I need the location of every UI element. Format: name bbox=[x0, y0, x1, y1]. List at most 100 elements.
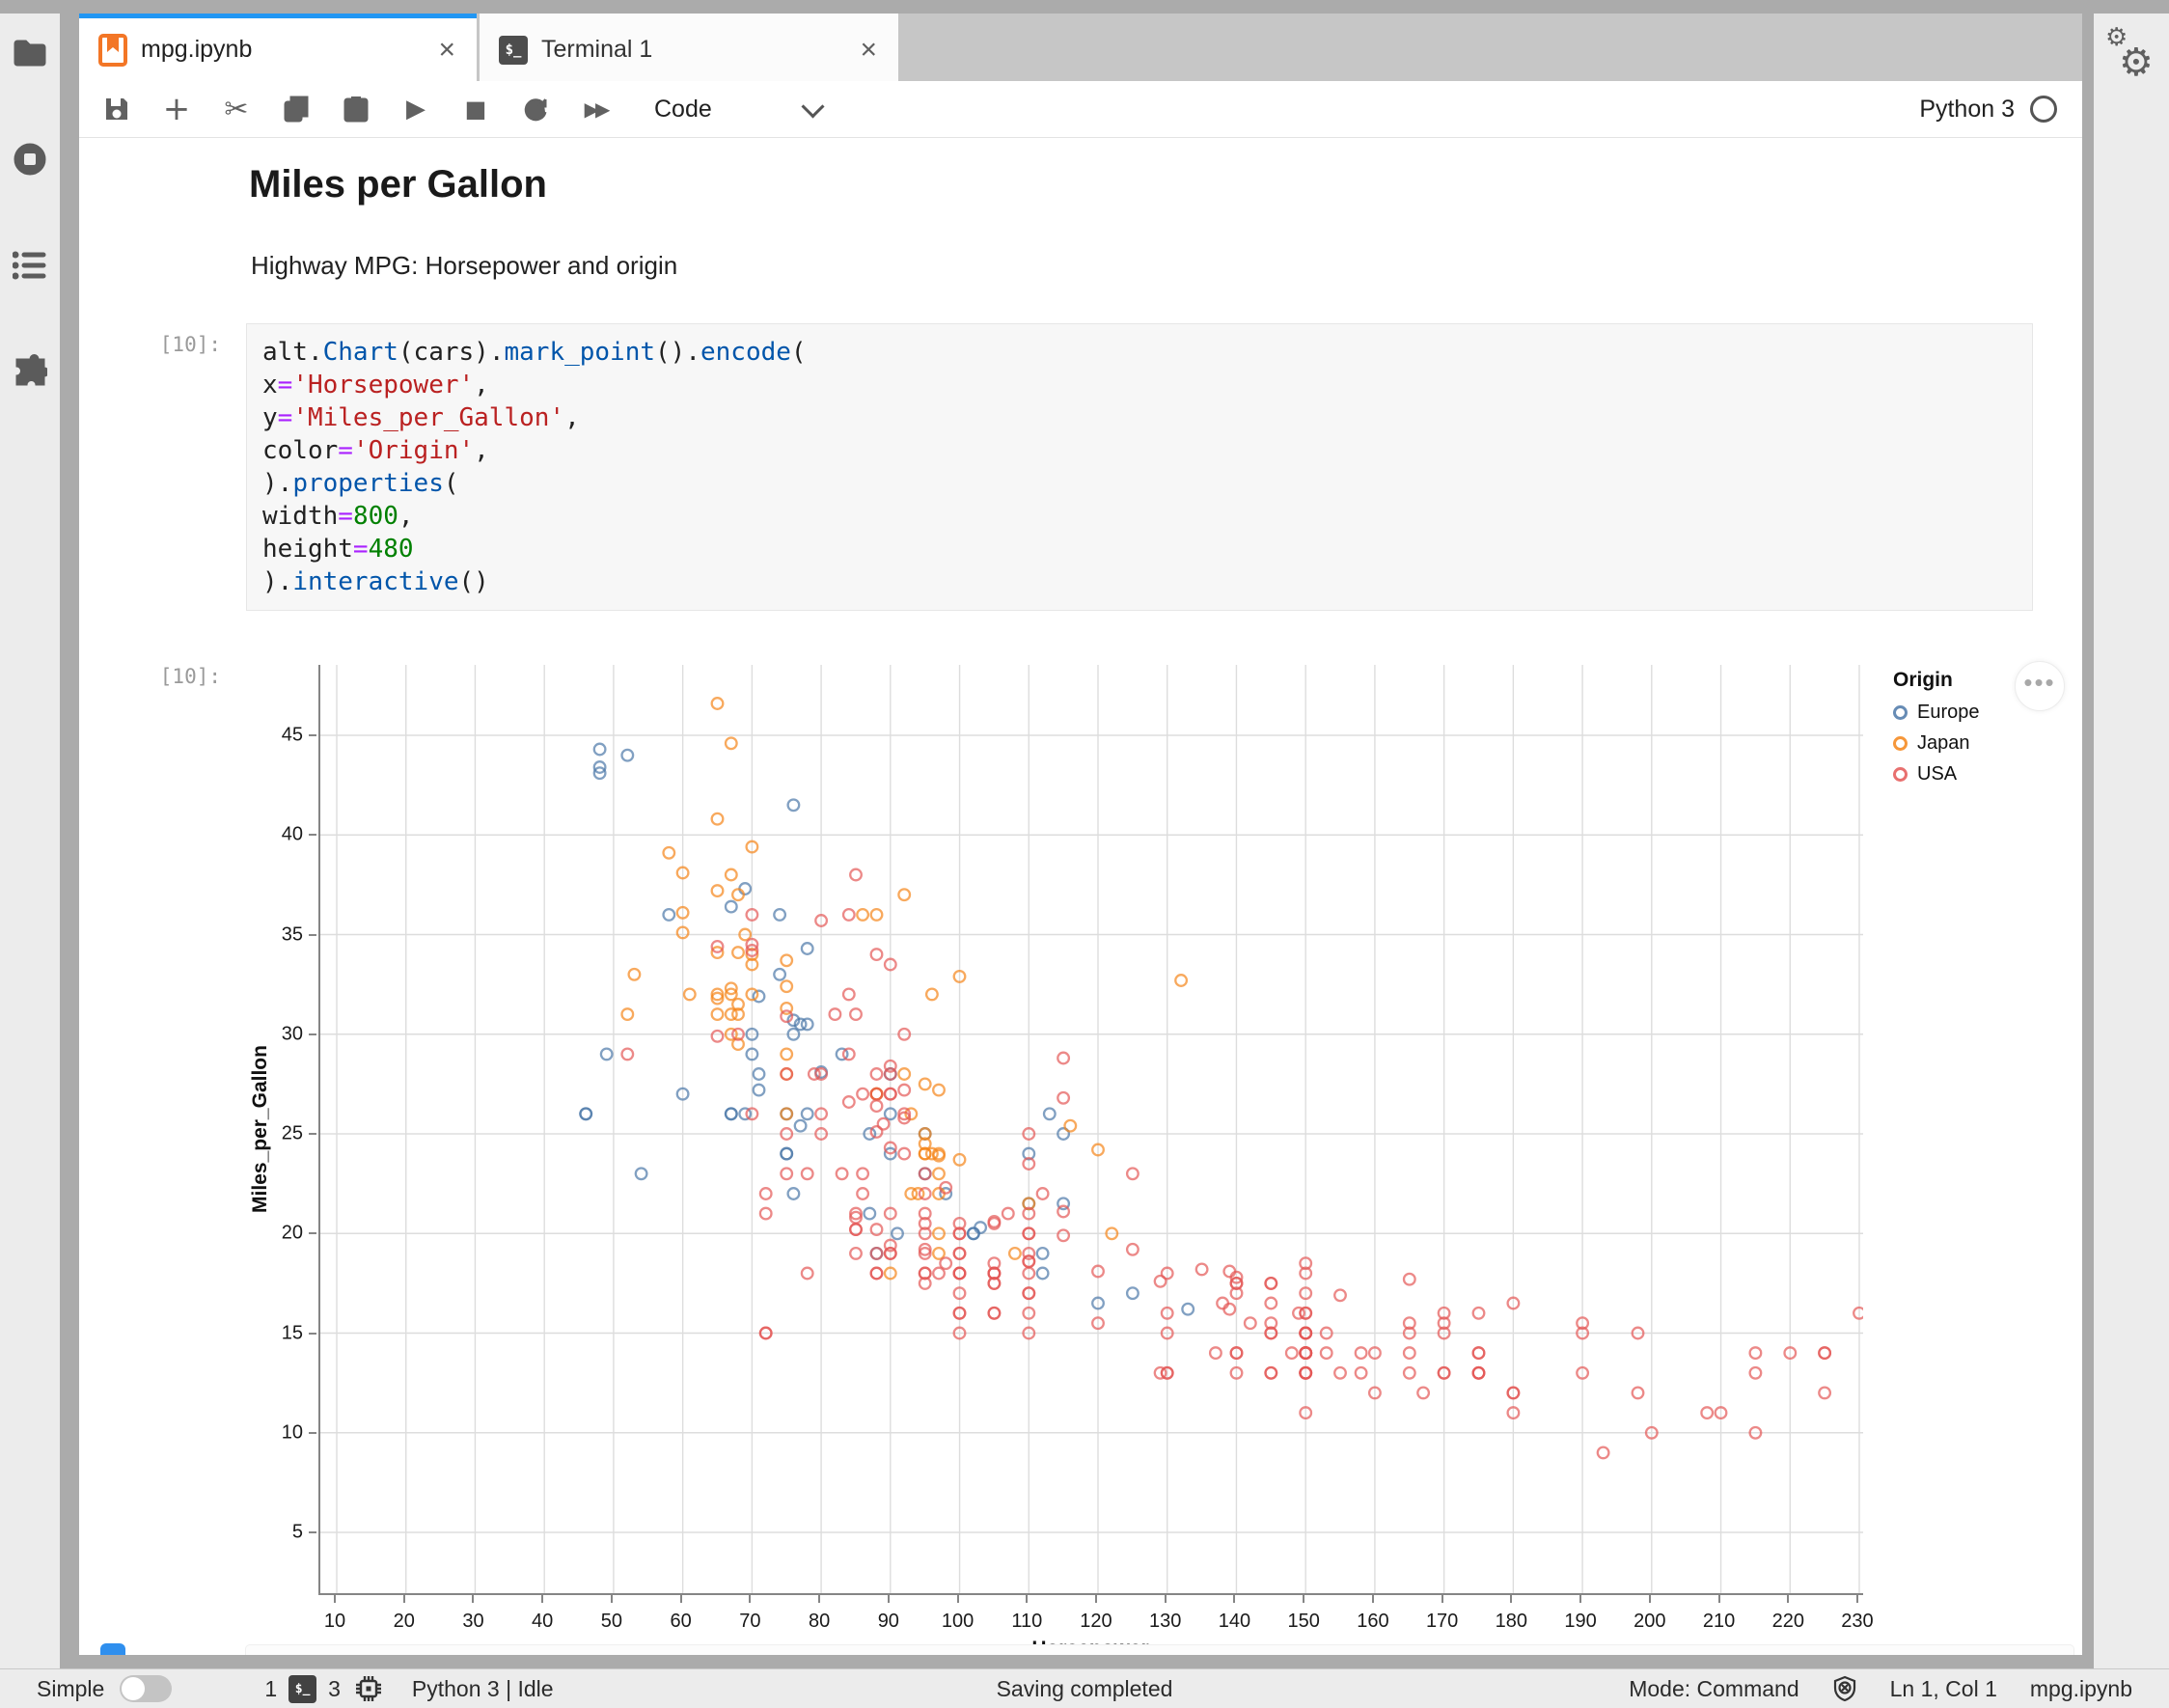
gears-icon[interactable]: ⚙ ⚙ bbox=[2105, 23, 2154, 85]
data-point-usa bbox=[828, 1007, 842, 1022]
data-point-usa bbox=[1319, 1326, 1333, 1340]
data-point-europe bbox=[1035, 1266, 1050, 1281]
data-point-usa bbox=[841, 1095, 856, 1109]
simple-mode-toggle[interactable] bbox=[120, 1675, 173, 1702]
data-point-europe bbox=[634, 1167, 648, 1181]
extensions-icon[interactable] bbox=[12, 353, 48, 390]
save-button[interactable] bbox=[100, 93, 133, 125]
kernel-status-text[interactable]: Python 3 | Idle bbox=[411, 1675, 554, 1701]
data-point-japan bbox=[675, 905, 690, 920]
data-point-usa bbox=[745, 1107, 759, 1121]
stop-icon[interactable]: ■ bbox=[464, 96, 487, 123]
data-point-europe bbox=[891, 1226, 904, 1241]
running-sessions-icon[interactable] bbox=[12, 141, 48, 178]
data-point-usa bbox=[918, 1246, 932, 1260]
y-axis-tick bbox=[309, 834, 316, 837]
x-axis-tick bbox=[541, 1595, 544, 1603]
chart-actions-button[interactable]: ••• bbox=[2015, 661, 2065, 711]
data-point-usa bbox=[1748, 1346, 1763, 1361]
data-point-usa bbox=[883, 1141, 897, 1155]
data-point-europe bbox=[773, 907, 787, 922]
run-all-icon[interactable]: ▶▶ bbox=[584, 97, 611, 121]
x-axis-tick bbox=[1441, 1595, 1443, 1603]
data-point-japan bbox=[710, 946, 725, 960]
tab-label: Terminal 1 bbox=[541, 36, 653, 63]
data-point-japan bbox=[897, 888, 912, 902]
horizontal-scrollbar[interactable] bbox=[245, 1644, 2074, 1655]
x-axis-tick bbox=[1233, 1595, 1236, 1603]
data-point-japan bbox=[620, 1007, 635, 1022]
data-point-japan bbox=[1022, 1197, 1036, 1211]
data-point-usa bbox=[1700, 1406, 1715, 1420]
x-axis-tick bbox=[1855, 1595, 1858, 1603]
copy-icon[interactable] bbox=[280, 93, 313, 125]
sessions-status[interactable]: 1 $_ 3 bbox=[264, 1674, 397, 1703]
data-point-usa bbox=[952, 1306, 967, 1320]
data-point-japan bbox=[662, 845, 676, 860]
legend-label: USA bbox=[1917, 763, 1958, 785]
close-icon[interactable]: × bbox=[860, 33, 877, 66]
data-point-japan bbox=[724, 987, 738, 1002]
data-point-japan bbox=[675, 925, 690, 940]
data-point-usa bbox=[1333, 1288, 1347, 1303]
data-point-usa bbox=[835, 1167, 849, 1181]
x-axis-label: 90 bbox=[877, 1611, 899, 1632]
restart-icon[interactable] bbox=[519, 93, 552, 125]
paste-icon[interactable] bbox=[340, 93, 372, 125]
legend-item-europe[interactable]: Europe bbox=[1893, 702, 1980, 724]
x-axis-label: 70 bbox=[739, 1611, 761, 1632]
code-line: ).interactive() bbox=[262, 567, 489, 596]
markdown-heading[interactable]: Miles per Gallon bbox=[249, 163, 547, 206]
data-point-japan bbox=[904, 1107, 919, 1121]
data-point-japan bbox=[1091, 1143, 1105, 1157]
data-point-usa bbox=[1853, 1306, 1863, 1320]
data-point-usa bbox=[1091, 1264, 1105, 1279]
data-point-usa bbox=[1160, 1306, 1174, 1320]
data-point-europe bbox=[752, 989, 766, 1004]
data-point-usa bbox=[897, 1146, 912, 1161]
run-icon[interactable]: ▶ bbox=[406, 95, 426, 124]
data-point-japan bbox=[1007, 1246, 1022, 1260]
data-point-europe bbox=[939, 1187, 953, 1200]
tab-notebook[interactable]: mpg.ipynb × bbox=[79, 14, 477, 81]
data-point-usa bbox=[1631, 1386, 1645, 1400]
kernel-indicator[interactable]: Python 3 bbox=[1919, 96, 2057, 124]
scatter-plot[interactable] bbox=[318, 665, 1863, 1595]
data-point-usa bbox=[883, 1206, 897, 1221]
close-icon[interactable]: × bbox=[438, 33, 455, 66]
mode-indicator: Mode: Command bbox=[1629, 1675, 1799, 1701]
legend-item-japan[interactable]: Japan bbox=[1893, 732, 1980, 755]
data-point-usa bbox=[1229, 1365, 1244, 1380]
data-point-usa bbox=[620, 1047, 635, 1061]
markdown-paragraph[interactable]: Highway MPG: Horsepower and origin bbox=[251, 251, 678, 280]
shield-icon[interactable] bbox=[1832, 1675, 1857, 1702]
x-axis-label: 210 bbox=[1702, 1611, 1736, 1632]
legend-label: Japan bbox=[1917, 732, 1970, 754]
cut-icon[interactable]: ✂ bbox=[224, 92, 249, 126]
scroll-indicator[interactable] bbox=[100, 1643, 125, 1655]
folder-icon[interactable] bbox=[12, 35, 48, 71]
data-point-usa bbox=[876, 1116, 891, 1131]
data-point-japan bbox=[918, 1127, 932, 1141]
legend-item-usa[interactable]: USA bbox=[1893, 763, 1980, 785]
code-editor[interactable]: alt.Chart(cars).mark_point().encode( x='… bbox=[246, 323, 2033, 611]
data-point-japan bbox=[856, 907, 870, 922]
main-panel: mpg.ipynb × $_ Terminal 1 × + ✂ ▶ ■ bbox=[79, 14, 2082, 1655]
data-point-japan bbox=[731, 997, 745, 1011]
data-point-japan bbox=[682, 987, 697, 1002]
x-axis-tick bbox=[818, 1595, 821, 1603]
cell-type-dropdown[interactable]: Code bbox=[654, 94, 825, 124]
data-point-usa bbox=[869, 948, 884, 962]
data-point-europe bbox=[974, 1221, 988, 1235]
data-point-europe bbox=[1035, 1246, 1050, 1260]
data-point-japan bbox=[745, 948, 759, 962]
data-point-japan bbox=[904, 1187, 919, 1200]
cursor-position[interactable]: Ln 1, Col 1 bbox=[1889, 1675, 1997, 1701]
insert-cell-button[interactable]: + bbox=[162, 90, 191, 128]
tab-terminal[interactable]: $_ Terminal 1 × bbox=[480, 14, 898, 81]
toc-icon[interactable] bbox=[12, 247, 48, 284]
data-point-usa bbox=[1194, 1262, 1209, 1277]
data-point-usa bbox=[1243, 1316, 1257, 1331]
data-point-usa bbox=[869, 1067, 884, 1081]
